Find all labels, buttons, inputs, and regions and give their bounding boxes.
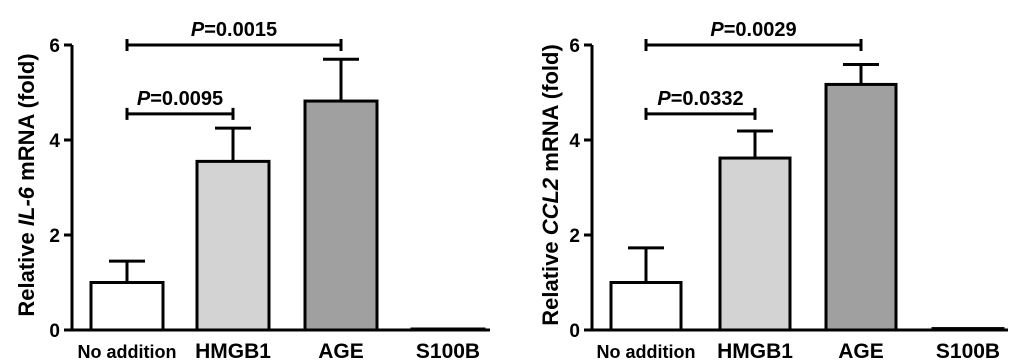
- p-symbol: P: [137, 88, 151, 110]
- category-label: S100B: [936, 340, 1000, 363]
- y-tick-label: 4: [49, 131, 60, 152]
- p-value-label: P=0.0095: [137, 88, 223, 110]
- category-label: S100B: [416, 340, 480, 363]
- bar-2: [824, 82, 898, 332]
- y-tick-label: 2: [569, 226, 580, 247]
- p-value: =0.0332: [671, 88, 744, 110]
- p-symbol: P: [710, 19, 724, 41]
- category-label: No addition: [78, 342, 177, 362]
- bar-1: [195, 159, 271, 332]
- y-axis-label: Relative CCL2 mRNA (fold): [538, 44, 563, 326]
- y-tick-label: 4: [569, 131, 580, 152]
- category-label: HMGB1: [717, 340, 793, 363]
- category-label: AGE: [838, 340, 884, 363]
- p-symbol: P: [657, 88, 671, 110]
- p-value-label: P=0.0029: [710, 19, 796, 41]
- y-axis-label-prefix: Relative: [538, 235, 563, 326]
- y-tick-label: 0: [569, 321, 580, 342]
- p-value: =0.0015: [204, 19, 277, 41]
- y-axis-label-gene: CCL2: [538, 177, 563, 235]
- y-tick-label: 0: [49, 321, 60, 342]
- p-value-label: P=0.0332: [657, 88, 743, 110]
- y-tick-label: 2: [49, 226, 60, 247]
- category-label: AGE: [318, 340, 364, 363]
- p-value: =0.0095: [150, 88, 223, 110]
- bar-0: [89, 281, 165, 332]
- bar-1: [718, 156, 792, 332]
- y-axis-label-suffix: mRNA (fold): [14, 53, 39, 187]
- il6-chart-panel: No addition HMGB1 AGE S100B 0 2 4 6 Relative IL-…: [14, 19, 490, 363]
- p-value: =0.0029: [724, 19, 797, 41]
- bar-0: [609, 281, 683, 332]
- category-label: HMGB1: [195, 340, 271, 363]
- p-symbol: P: [191, 19, 205, 41]
- y-tick-label: 6: [569, 36, 580, 57]
- bar-2: [303, 99, 379, 332]
- y-axis-label-gene: IL-6: [14, 186, 39, 226]
- ccl2-chart-panel: No addition HMGB1 AGE S100B 0 2 4 6 Relative CCL…: [538, 19, 1008, 363]
- y-axis-label-suffix: mRNA (fold): [538, 44, 563, 178]
- y-axis-label: Relative IL-6 mRNA (fold): [14, 53, 39, 316]
- y-tick-label: 6: [49, 36, 60, 57]
- p-value-label: P=0.0015: [191, 19, 277, 41]
- category-label: No addition: [597, 342, 696, 362]
- y-axis-label-prefix: Relative: [14, 226, 39, 317]
